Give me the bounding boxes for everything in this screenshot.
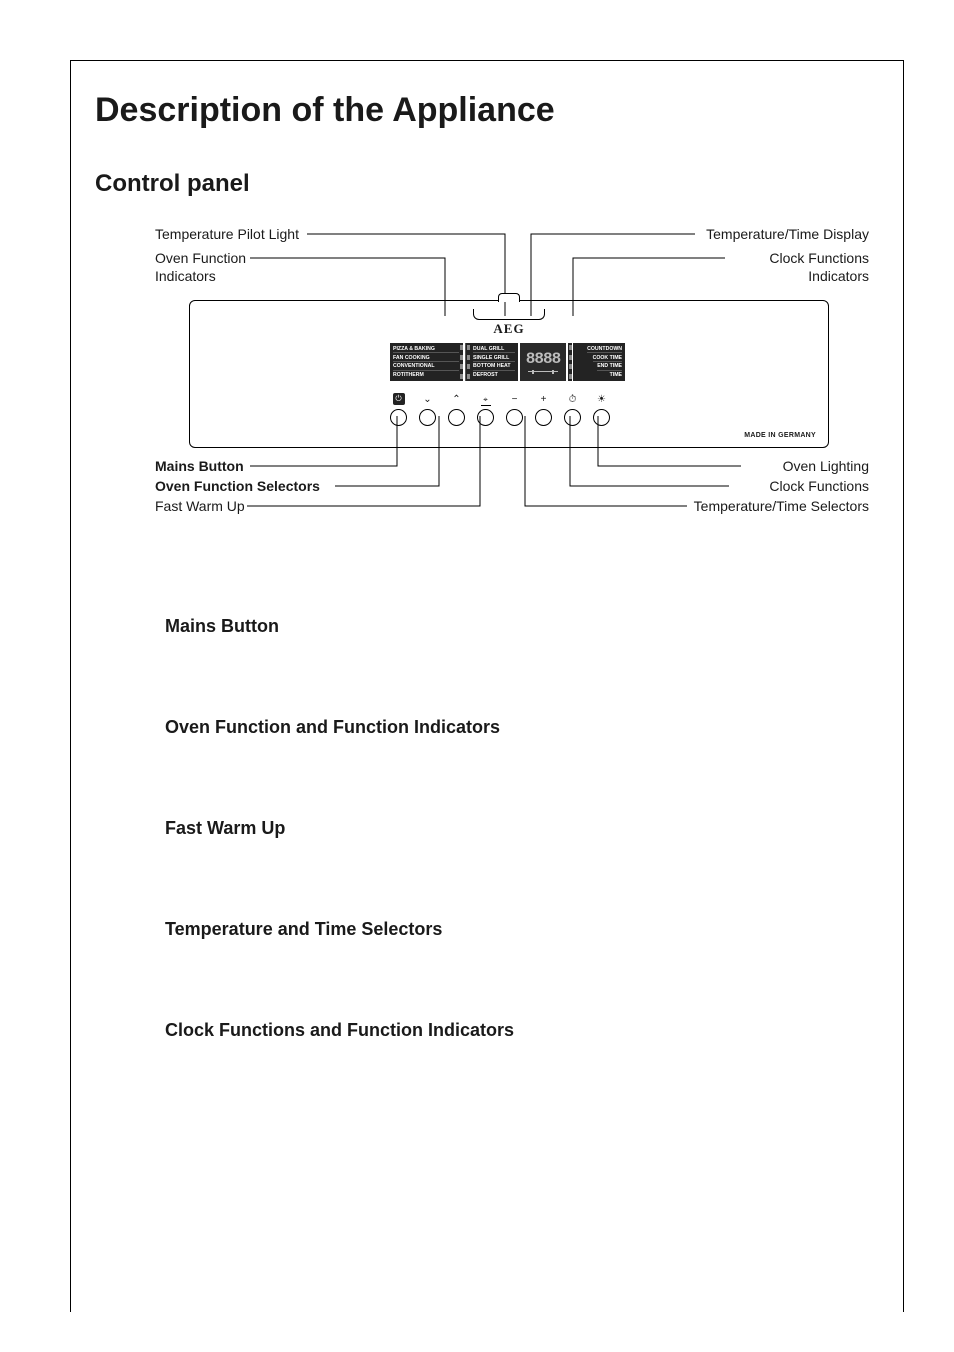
plus-icon: + (541, 394, 547, 406)
subsection-mains-button: Mains Button (165, 616, 879, 637)
clock-icon: ⏱ (569, 394, 577, 406)
section-heading: Control panel (95, 170, 879, 198)
subsection-temp-time-selectors: Temperature and Time Selectors (165, 919, 879, 940)
minus-icon: − (512, 394, 518, 406)
light-icon: ☀ (597, 394, 606, 406)
subsection-fast-warm-up: Fast Warm Up (165, 818, 879, 839)
label-oven-function-selectors: Oven Function Selectors (155, 478, 320, 494)
page-title: Description of the Appliance (95, 91, 879, 130)
led-column-1 (459, 343, 463, 381)
oven-function-labels-right: DUAL GRILL SINGLE GRILL BOTTOM HEAT DEFR… (470, 343, 518, 381)
label-mains-button: Mains Button (155, 458, 244, 474)
chevron-up-icon: ⌃ (452, 394, 460, 406)
subsection-clock-functions: Clock Functions and Function Indicators (165, 1020, 879, 1041)
label-fast-warm-up: Fast Warm Up (155, 498, 245, 514)
power-icon: ⏻ (393, 393, 405, 405)
fast-warm-icon: ⌖ (481, 396, 491, 406)
oven-function-labels-left: PIZZA & BAKING FAN COOKING CONVENTIONAL … (390, 343, 462, 381)
subsection-oven-function: Oven Function and Function Indicators (165, 717, 879, 738)
panel-notch (473, 309, 545, 320)
label-oven-lighting: Oven Lighting (783, 458, 869, 474)
chevron-down-icon: ⌄ (423, 394, 431, 406)
brand-logo: AEG (493, 321, 524, 337)
panel-tab (498, 293, 520, 302)
temp-time-display: 8888 (520, 343, 566, 381)
control-panel-diagram: Temperature Pilot Light Oven Function In… (95, 216, 879, 576)
led-column-clock (568, 343, 572, 381)
label-temp-time-selectors: Temperature/Time Selectors (694, 498, 869, 514)
label-clock-functions: Clock Functions (769, 478, 869, 494)
clock-function-labels: COUNTDOWN COOK TIME END TIME TIME (573, 343, 625, 381)
